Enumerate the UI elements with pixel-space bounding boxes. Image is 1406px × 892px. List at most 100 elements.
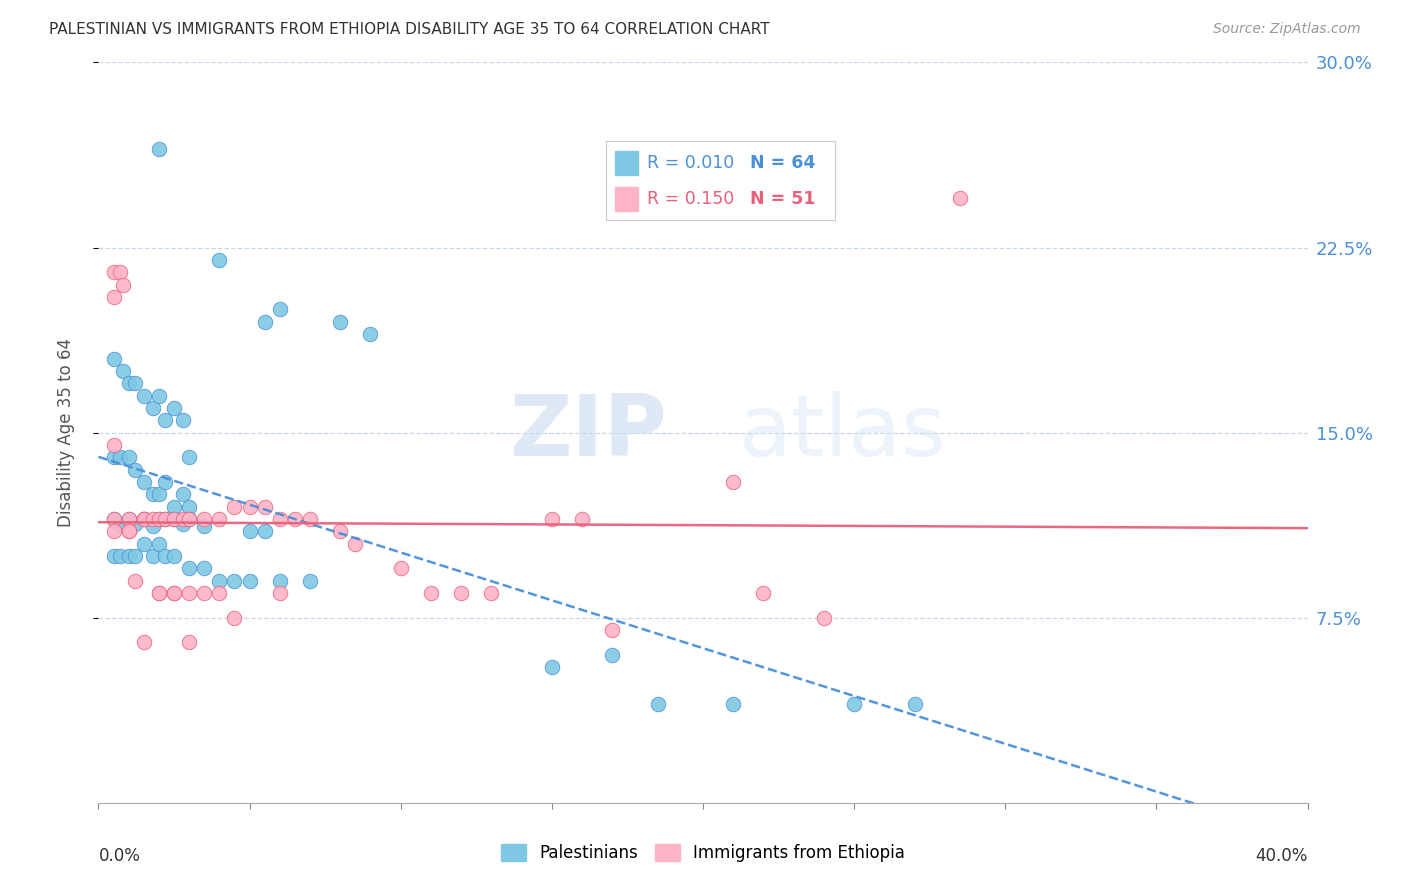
Point [844,697,866,711]
Point [179,635,201,649]
Point [284,512,307,526]
Point [118,450,141,465]
Point [571,512,593,526]
Point [602,648,624,662]
Point [148,142,170,156]
Y-axis label: Disability Age 35 to 64: Disability Age 35 to 64 [56,338,75,527]
Point [949,191,972,205]
Point [118,549,141,563]
Point [142,401,165,415]
Point [153,512,176,526]
Point [329,524,352,539]
Point [269,586,291,600]
Point [111,364,134,378]
Point [193,586,215,600]
Point [172,487,194,501]
Point [118,512,141,526]
Point [118,376,141,391]
Point [108,265,131,279]
Point [111,277,134,292]
Point [153,475,176,489]
Point [108,450,131,465]
Point [103,351,125,366]
Point [108,549,131,563]
Point [647,697,669,711]
Point [208,512,231,526]
Point [108,519,131,533]
Point [224,574,246,588]
Point [299,574,322,588]
Point [142,487,165,501]
Point [269,574,291,588]
Point [481,586,503,600]
Point [142,519,165,533]
Point [103,290,125,304]
Point [142,512,165,526]
Point [153,512,176,526]
Point [132,512,155,526]
Point [124,549,146,563]
Point [153,549,176,563]
Point [239,574,262,588]
Point [723,475,745,489]
Point [179,512,201,526]
Point [103,549,125,563]
Point [132,512,155,526]
Point [179,500,201,514]
Point [153,413,176,427]
Point [163,500,186,514]
Point [118,524,141,539]
Point [269,512,291,526]
Point [193,561,215,575]
Point [103,450,125,465]
Point [179,586,201,600]
Point [193,519,215,533]
Text: ZIP: ZIP [509,391,666,475]
Point [602,623,624,637]
Text: N = 51: N = 51 [751,190,815,208]
Point [103,512,125,526]
Point [132,536,155,550]
Point [163,586,186,600]
Point [124,376,146,391]
Point [124,574,146,588]
Point [103,524,125,539]
Point [148,388,170,402]
Text: R = 0.010: R = 0.010 [647,154,734,172]
Text: PALESTINIAN VS IMMIGRANTS FROM ETHIOPIA DISABILITY AGE 35 TO 64 CORRELATION CHAR: PALESTINIAN VS IMMIGRANTS FROM ETHIOPIA … [49,22,770,37]
Point [118,524,141,539]
Text: 40.0%: 40.0% [1256,847,1308,865]
Point [253,314,276,328]
Point [360,326,382,341]
Point [179,450,201,465]
Point [329,314,352,328]
Point [124,462,146,476]
Point [420,586,443,600]
Point [344,536,367,550]
Point [239,500,262,514]
Bar [616,187,638,211]
Point [103,438,125,452]
Point [208,574,231,588]
Point [450,586,472,600]
Point [208,586,231,600]
Point [163,586,186,600]
Point [172,512,194,526]
Point [148,487,170,501]
Point [148,586,170,600]
Text: atlas: atlas [740,391,948,475]
Text: 0.0%: 0.0% [98,847,141,865]
Point [179,512,201,526]
Point [813,610,835,624]
Point [132,512,155,526]
Point [148,586,170,600]
Point [142,549,165,563]
Point [132,475,155,489]
Point [148,512,170,526]
Point [172,516,194,531]
Point [163,512,186,526]
Point [148,536,170,550]
Point [389,561,412,575]
Point [103,512,125,526]
Point [253,524,276,539]
